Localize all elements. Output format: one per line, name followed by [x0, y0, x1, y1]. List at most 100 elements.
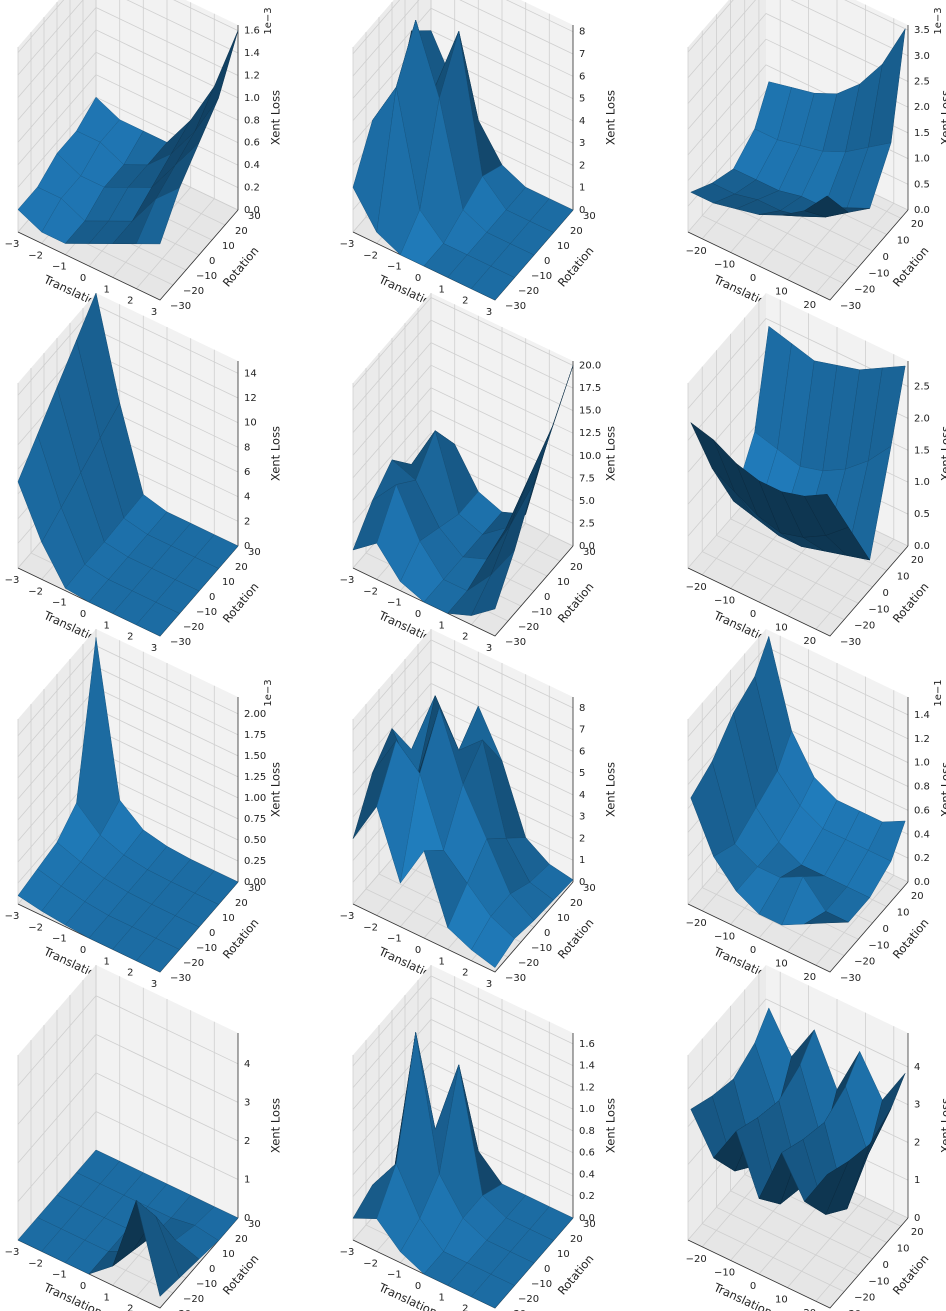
z-tick-label: 4 [579, 116, 585, 127]
x-tick-label: −10 [714, 595, 735, 606]
y-tick-label: 0 [209, 592, 215, 603]
y-tick-label: −10 [868, 268, 889, 279]
z-tick-label: 0.4 [914, 829, 930, 840]
x-tick-label: 1 [438, 620, 444, 631]
z-axis-label: Xent Loss [939, 426, 946, 481]
z-axis-label: Xent Loss [604, 426, 618, 481]
x-tick-label: −2 [363, 922, 378, 933]
surface-patch [471, 1273, 515, 1309]
grid-line [687, 998, 909, 1090]
y-tick-label: 10 [222, 577, 235, 588]
x-tick-label: 0 [750, 945, 756, 956]
y-tick-label: −30 [170, 973, 191, 984]
x-tick-label: 1 [438, 284, 444, 295]
y-tick-label: 20 [911, 555, 924, 566]
z-tick-label: 3 [579, 138, 585, 149]
x-tick-label: −1 [52, 934, 67, 945]
x-tick-label: 0 [415, 1281, 421, 1292]
x-tick-label: 20 [803, 1308, 816, 1311]
z-tick-label: 10 [244, 418, 257, 429]
grid-line [352, 319, 574, 411]
y-tick-label: 10 [557, 1249, 570, 1260]
x-tick-label: −3 [5, 239, 20, 250]
y-tick-label: −20 [854, 621, 875, 632]
z-tick-label: 5.0 [579, 496, 595, 507]
y-tick-label: 0 [544, 1264, 550, 1275]
z-tick-label: 20.0 [579, 361, 601, 372]
x-tick-label: 1 [103, 1292, 109, 1303]
axis-line [687, 545, 909, 637]
z-tick-label: 2 [579, 160, 585, 171]
y-tick-label: 10 [897, 1244, 910, 1255]
grid-line [352, 1040, 574, 1132]
y-tick-label: −20 [854, 285, 875, 296]
z-tick-label: 8 [579, 703, 585, 714]
z-tick-label: 12 [244, 393, 257, 404]
x-tick-label: −20 [686, 1254, 707, 1265]
y-tick-label: −30 [840, 1309, 861, 1311]
y-tick-label: 20 [235, 226, 248, 237]
z-tick-label: 1.75 [244, 730, 266, 741]
y-tick-label: 30 [248, 1219, 261, 1230]
y-tick-label: 10 [557, 241, 570, 252]
grid-line [352, 364, 574, 456]
y-tick-label: −10 [196, 607, 217, 618]
z-tick-label: 2 [579, 833, 585, 844]
x-tick-label: −3 [5, 911, 20, 922]
z-axis-label: Xent Loss [604, 1098, 618, 1153]
grid-line [352, 975, 574, 1067]
z-tick-label: 1.00 [244, 793, 266, 804]
x-tick-label: 0 [750, 273, 756, 284]
grid-line [352, 0, 574, 54]
y-axis-label: Rotation [890, 244, 932, 290]
z-tick-label: 0.6 [244, 138, 260, 149]
x-tick-label: 3 [486, 643, 492, 654]
z-axis-label: Xent Loss [939, 1098, 946, 1153]
y-tick-label: −30 [170, 1309, 191, 1311]
x-tick-label: 0 [80, 1281, 86, 1292]
y-tick-label: 10 [897, 572, 910, 583]
z-tick-label: 4 [914, 1062, 920, 1073]
x-tick-label: 1 [438, 956, 444, 967]
x-tick-label: −1 [52, 1270, 67, 1281]
z-tick-label: 6 [579, 746, 585, 757]
z-tick-label: 0.8 [579, 1126, 595, 1137]
x-tick-label: 1 [103, 284, 109, 295]
z-offset-label: 1e−1 [933, 679, 944, 706]
y-tick-label: −10 [868, 940, 889, 951]
z-tick-label: 1.50 [244, 751, 266, 762]
z-axis-label: Xent Loss [269, 1098, 283, 1153]
x-tick-label: −1 [387, 598, 402, 609]
x-tick-label: 10 [775, 287, 788, 298]
z-tick-label: 12.5 [579, 428, 601, 439]
z-tick-label: 0.4 [244, 160, 260, 171]
z-tick-label: 0.0 [914, 541, 930, 552]
grid-line [687, 13, 909, 104]
x-tick-label: 20 [803, 636, 816, 647]
z-tick-label: 1 [914, 1175, 920, 1186]
surface-patch [471, 550, 515, 616]
z-tick-label: 0.0 [244, 205, 260, 216]
z-tick-label: 1.2 [579, 1082, 595, 1093]
y-tick-label: 0 [209, 928, 215, 939]
grid-line [352, 682, 574, 774]
x-tick-label: −20 [686, 918, 707, 929]
z-tick-label: 1.2 [244, 70, 260, 81]
z-tick-label: 0.0 [579, 1213, 595, 1224]
y-tick-label: −30 [505, 973, 526, 984]
side-pane [688, 0, 766, 232]
y-tick-label: −20 [183, 622, 204, 633]
y-tick-label: 20 [911, 219, 924, 230]
y-tick-label: −30 [840, 637, 861, 648]
z-tick-label: 15.0 [579, 406, 601, 417]
x-tick-label: −10 [714, 1267, 735, 1278]
z-axis-label: Xent Loss [269, 762, 283, 817]
x-tick-label: 20 [803, 972, 816, 983]
y-tick-label: −30 [840, 301, 861, 312]
y-tick-label: −10 [531, 1279, 552, 1290]
z-tick-label: 2.5 [914, 77, 930, 88]
z-tick-label: 1 [579, 855, 585, 866]
y-axis-label: Rotation [890, 580, 932, 626]
z-tick-label: 0 [244, 1213, 250, 1224]
surface-patch [136, 601, 180, 637]
